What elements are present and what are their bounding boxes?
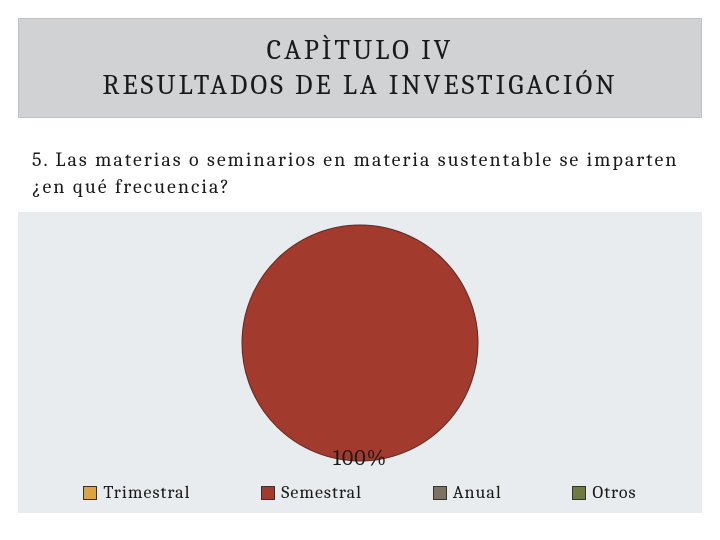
legend-label: Anual bbox=[453, 482, 502, 503]
pie-chart: 100% Trimestral Semestral Anual Otros bbox=[18, 213, 702, 513]
pie-svg bbox=[240, 223, 480, 463]
legend-item-otros: Otros bbox=[572, 482, 636, 503]
legend-label: Otros bbox=[592, 482, 636, 503]
legend-item-anual: Anual bbox=[433, 482, 502, 503]
legend-swatch bbox=[261, 486, 275, 500]
pie-data-label: 100% bbox=[333, 445, 387, 471]
legend-swatch bbox=[433, 486, 447, 500]
pie-graphic bbox=[240, 223, 480, 467]
legend-item-semestral: Semestral bbox=[261, 482, 362, 503]
legend: Trimestral Semestral Anual Otros bbox=[18, 478, 702, 507]
legend-item-trimestral: Trimestral bbox=[83, 482, 190, 503]
legend-swatch bbox=[83, 486, 97, 500]
title-band: CAPÌTULO IV RESULTADOS DE LA INVESTIGACI… bbox=[18, 18, 702, 118]
legend-label: Trimestral bbox=[103, 482, 190, 503]
legend-swatch bbox=[572, 486, 586, 500]
legend-label: Semestral bbox=[281, 482, 362, 503]
question-text: 5. Las materias o seminarios en materia … bbox=[18, 136, 702, 213]
title-line-2: RESULTADOS DE LA INVESTIGACIÓN bbox=[29, 68, 691, 103]
title-line-1: CAPÌTULO IV bbox=[29, 33, 691, 68]
slide: CAPÌTULO IV RESULTADOS DE LA INVESTIGACI… bbox=[0, 18, 720, 540]
